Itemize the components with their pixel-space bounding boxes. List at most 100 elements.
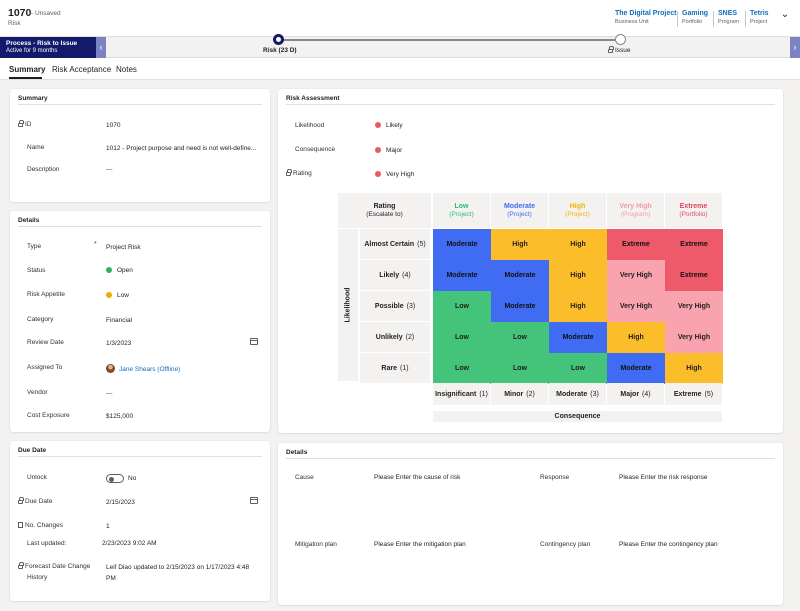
matrix-consequence-header: Insignificant (1) bbox=[433, 383, 490, 405]
tab-notes[interactable]: Notes bbox=[116, 65, 137, 74]
category-field[interactable]: Financial bbox=[106, 317, 133, 324]
tab-summary[interactable]: Summary bbox=[9, 65, 46, 74]
type-label: Type bbox=[27, 243, 42, 250]
mitigation-label: Mitigation plan bbox=[295, 541, 337, 548]
unlock-value: No bbox=[128, 475, 137, 482]
matrix-consequence-header: Extreme (5) bbox=[665, 383, 722, 405]
lock-icon bbox=[18, 497, 24, 504]
matrix-cell: High bbox=[549, 291, 607, 322]
unlock-toggle[interactable] bbox=[106, 474, 124, 483]
section-title: Summary bbox=[18, 95, 48, 102]
matrix-consequence-header: Minor (2) bbox=[491, 383, 548, 405]
matrix-cell: Extreme bbox=[665, 229, 723, 260]
rating-value: Very High bbox=[375, 171, 414, 178]
history-value-2: PM bbox=[106, 575, 116, 582]
matrix-row-header: Likely (4) bbox=[360, 260, 430, 290]
header-project[interactable]: Tetris Project bbox=[750, 10, 769, 25]
matrix-consequence-header: Moderate (3) bbox=[549, 383, 606, 405]
likelihood-field[interactable]: Likely bbox=[375, 122, 403, 129]
matrix-col-header: Moderate (Project) bbox=[491, 193, 548, 228]
unlock-label: Unlock bbox=[27, 474, 47, 481]
matrix-col-header: High (Project) bbox=[549, 193, 606, 228]
calendar-icon[interactable] bbox=[250, 497, 258, 504]
last-updated-label: Last updated: bbox=[27, 540, 67, 547]
section-title: Due Date bbox=[18, 447, 47, 454]
record-save-status: - Unsaved bbox=[31, 10, 61, 17]
matrix-consequence-header: Major (4) bbox=[607, 383, 664, 405]
review-date-field[interactable]: 1/3/2023 bbox=[106, 340, 132, 347]
id-value: 1070 bbox=[106, 122, 121, 129]
matrix-cell: High bbox=[549, 260, 607, 291]
stage-issue-label[interactable]: Issue bbox=[608, 46, 631, 54]
matrix-row-header: Possible (3) bbox=[360, 291, 430, 321]
status-field[interactable]: Open bbox=[106, 267, 133, 274]
stage-issue-dot[interactable] bbox=[615, 34, 626, 45]
matrix-row-header: Rare (1) bbox=[360, 353, 430, 383]
section-title: Details bbox=[286, 449, 308, 456]
last-updated-value: 2/23/2023 9:02 AM bbox=[102, 540, 157, 547]
name-field[interactable]: 1012 - Project purpose and need is not w… bbox=[106, 145, 257, 152]
record-entity-type: Risk bbox=[8, 20, 21, 27]
id-label: ID bbox=[18, 120, 32, 128]
header-portfolio[interactable]: Gaming Portfolio bbox=[682, 10, 709, 25]
matrix-cell: Low bbox=[491, 353, 549, 384]
tab-risk-acceptance[interactable]: Risk Acceptance bbox=[52, 65, 112, 74]
consequence-axis-label: Consequence bbox=[433, 411, 722, 422]
matrix-cell: High bbox=[491, 229, 549, 260]
consequence-field[interactable]: Major bbox=[375, 147, 402, 154]
risk-assessment-section: Risk Assessment Likelihood Likely Conseq… bbox=[278, 89, 783, 433]
lock-icon bbox=[18, 562, 24, 569]
review-date-label: Review Date bbox=[27, 339, 64, 346]
likelihood-label: Likelihood bbox=[295, 122, 325, 129]
calendar-icon[interactable] bbox=[250, 338, 258, 345]
stage-risk-label[interactable]: Risk (23 D) bbox=[263, 47, 297, 54]
matrix-cell: Moderate bbox=[491, 291, 549, 322]
matrix-cell: Moderate bbox=[491, 260, 549, 291]
cost-exposure-field[interactable]: $125,000 bbox=[106, 413, 134, 420]
matrix-cell: High bbox=[607, 322, 665, 353]
name-label: Name bbox=[27, 144, 45, 151]
business-process-bar: Process - Risk to Issue Active for 9 mon… bbox=[0, 34, 800, 58]
changes-value: 1 bbox=[106, 523, 110, 530]
matrix-cell: Low bbox=[433, 291, 491, 322]
process-label[interactable]: Process - Risk to Issue Active for 9 mon… bbox=[0, 37, 96, 58]
changes-label: No. Changes bbox=[18, 522, 63, 529]
header-business-unit[interactable]: The Digital Project Business Unit bbox=[615, 10, 677, 25]
type-field[interactable]: Project Risk bbox=[106, 244, 141, 251]
matrix-cell: Moderate bbox=[549, 322, 607, 353]
assigned-to-field[interactable]: Jane Shears (Offline) bbox=[106, 364, 180, 373]
description-field[interactable]: --- bbox=[106, 166, 113, 173]
header-program[interactable]: SNES Program bbox=[718, 10, 740, 25]
matrix-row-header: Almost Certain (5) bbox=[360, 229, 430, 259]
contingency-field[interactable]: Please Enter the contingency plan bbox=[619, 541, 718, 548]
record-header: 1070 - Unsaved Risk The Digital Project … bbox=[0, 0, 800, 36]
response-label: Response bbox=[540, 474, 570, 481]
response-field[interactable]: Please Enter the risk response bbox=[619, 474, 708, 481]
matrix-cell: Low bbox=[491, 322, 549, 353]
cause-field[interactable]: Please Enter the cause of risk bbox=[374, 474, 461, 481]
lock-icon bbox=[18, 120, 24, 127]
record-id: 1070 bbox=[8, 7, 32, 19]
category-label: Category bbox=[27, 316, 54, 323]
form-tabs: Summary Risk Acceptance Notes bbox=[0, 58, 800, 80]
consequence-label: Consequence bbox=[295, 146, 336, 153]
contingency-label: Contingency plan bbox=[540, 541, 591, 548]
vendor-field[interactable]: --- bbox=[106, 390, 113, 397]
process-prev-icon[interactable]: ‹ bbox=[96, 37, 106, 58]
mitigation-field[interactable]: Please Enter the mitigation plan bbox=[374, 541, 466, 548]
risk-details-section: Details Cause Please Enter the cause of … bbox=[278, 443, 783, 605]
assigned-to-label: Assigned To bbox=[27, 364, 63, 371]
matrix-cell: Low bbox=[549, 353, 607, 384]
risk-appetite-field[interactable]: Low bbox=[106, 292, 129, 299]
rating-dot-icon bbox=[375, 171, 381, 177]
process-next-icon[interactable]: › bbox=[790, 37, 800, 58]
rating-label: Rating bbox=[286, 169, 312, 177]
matrix-cell: Moderate bbox=[607, 353, 665, 384]
matrix-cell: Moderate bbox=[433, 229, 491, 260]
matrix-col-header: Low (Project) bbox=[433, 193, 490, 228]
cause-label: Cause bbox=[295, 474, 314, 481]
stage-risk-dot[interactable] bbox=[273, 34, 284, 45]
chevron-down-icon[interactable]: ⌄ bbox=[780, 9, 790, 20]
lock-icon bbox=[286, 169, 292, 176]
due-date-field[interactable]: 2/15/2023 bbox=[106, 499, 135, 506]
